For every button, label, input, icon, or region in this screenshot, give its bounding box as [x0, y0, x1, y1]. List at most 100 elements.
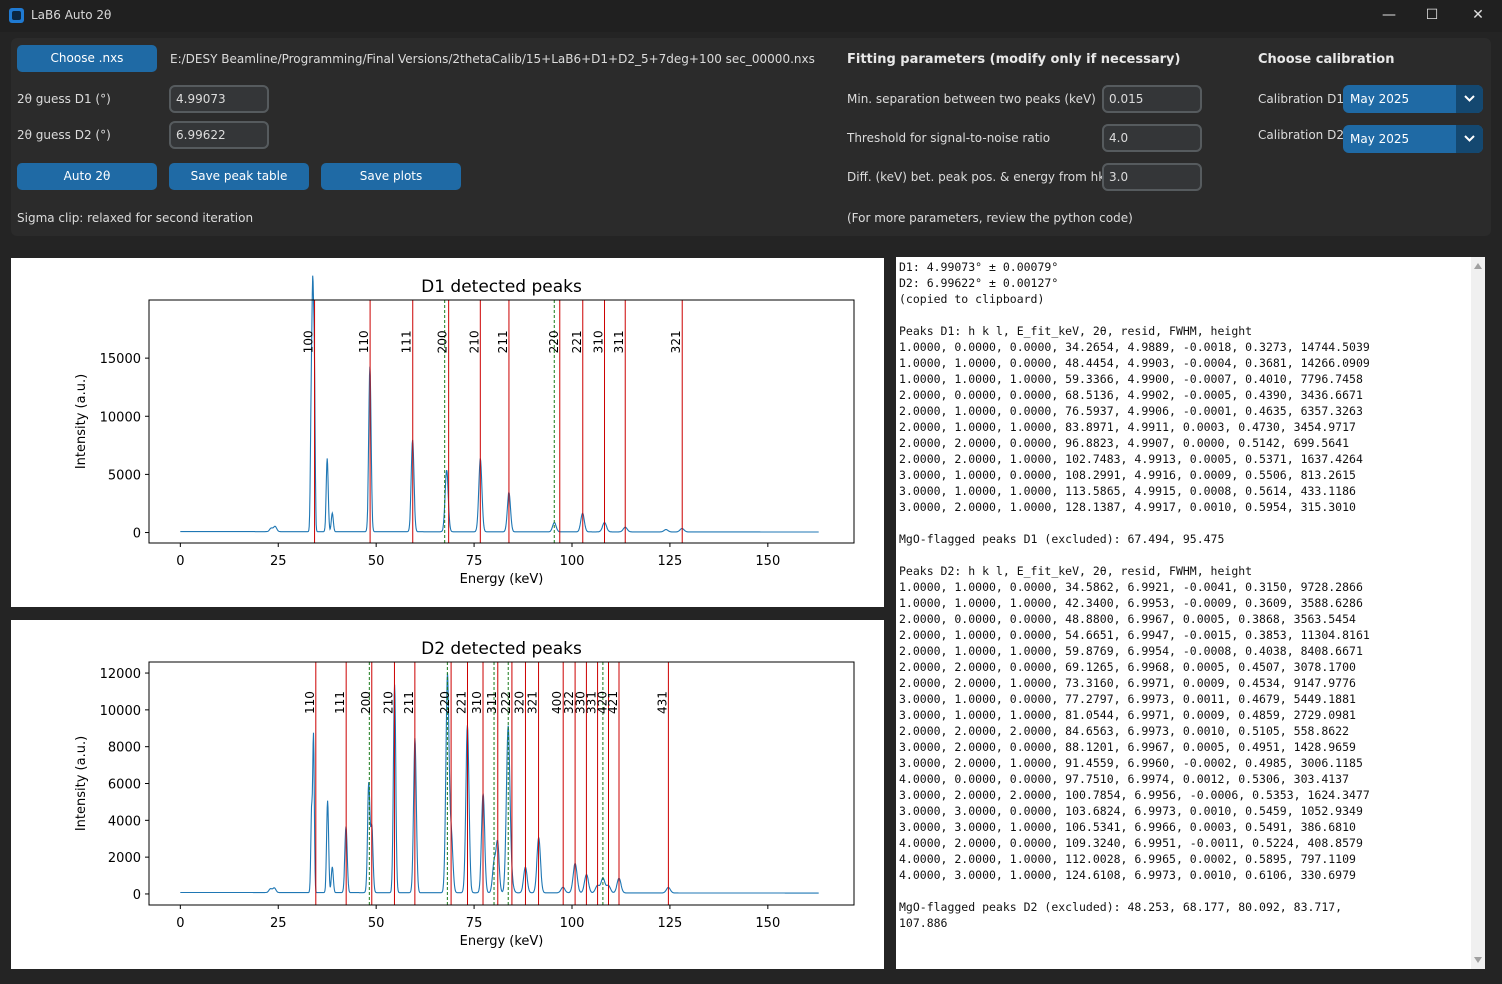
- calibration-d2-label: Calibration D2: [1258, 128, 1344, 142]
- output-line: 3.0000, 3.0000, 0.0000, 103.6824, 6.9973…: [899, 804, 1363, 818]
- output-line: 3.0000, 2.0000, 1.0000, 91.4559, 6.9960,…: [899, 756, 1363, 770]
- spectrum-line: [180, 275, 819, 533]
- scrollbar[interactable]: [1471, 257, 1485, 969]
- peak-label: 211: [496, 330, 510, 353]
- spectrum-line: [180, 673, 819, 894]
- output-line: 2.0000, 1.0000, 0.0000, 54.6651, 6.9947,…: [899, 628, 1370, 642]
- x-tick-label: 125: [658, 554, 683, 569]
- peak-label: 220: [547, 330, 561, 353]
- peak-label: 211: [402, 691, 416, 714]
- output-line: 2.0000, 2.0000, 1.0000, 102.7483, 4.9913…: [899, 452, 1363, 466]
- output-line: MgO-flagged peaks D1 (excluded): 67.494,…: [899, 532, 1225, 546]
- scroll-down-icon[interactable]: [1474, 957, 1482, 963]
- output-line: 3.0000, 3.0000, 1.0000, 106.5341, 6.9966…: [899, 820, 1356, 834]
- peak-label: 100: [302, 330, 316, 353]
- save-peak-table-button[interactable]: Save peak table: [169, 163, 309, 190]
- x-tick-label: 150: [755, 916, 780, 931]
- peak-label: 421: [606, 691, 620, 714]
- app-icon: [9, 8, 24, 23]
- calibration-d1-value: May 2025: [1350, 92, 1410, 106]
- scroll-up-icon[interactable]: [1474, 263, 1482, 269]
- x-tick-label: 75: [466, 554, 483, 569]
- peak-label: 110: [303, 691, 317, 714]
- output-line: Peaks D1: h k l, E_fit_keV, 2θ, resid, F…: [899, 324, 1253, 338]
- calibration-header: Choose calibration: [1258, 52, 1395, 67]
- y-axis-label: Intensity (a.u.): [74, 374, 89, 469]
- output-text[interactable]: D1: 4.99073° ± 0.00079° D2: 6.99622° ± 0.…: [899, 259, 1469, 931]
- energy-diff-input[interactable]: 3.0: [1102, 163, 1202, 191]
- output-line: 1.0000, 1.0000, 0.0000, 48.4454, 4.9903,…: [899, 356, 1370, 370]
- control-panel: Choose .nxs E:/DESY Beamline/Programming…: [11, 38, 1491, 236]
- chevron-down-icon[interactable]: [1456, 125, 1483, 153]
- auto-2theta-button[interactable]: Auto 2θ: [17, 163, 157, 190]
- y-tick-label: 12000: [100, 667, 141, 682]
- guess-d2-input[interactable]: 6.99622: [169, 121, 269, 149]
- x-tick-label: 0: [176, 916, 184, 931]
- minimize-button[interactable]: —: [1382, 7, 1396, 23]
- y-tick-label: 6000: [108, 778, 141, 793]
- peak-label: 320: [512, 691, 526, 714]
- close-button[interactable]: ✕: [1472, 7, 1484, 23]
- peak-label: 111: [333, 691, 347, 714]
- y-tick-label: 2000: [108, 851, 141, 866]
- peak-label: 210: [467, 330, 481, 353]
- min-separation-input[interactable]: 0.015: [1102, 85, 1202, 113]
- output-line: D2: 6.99622° ± 0.00127°: [899, 276, 1059, 290]
- maximize-button[interactable]: ☐: [1425, 7, 1439, 23]
- y-tick-label: 0: [133, 888, 141, 903]
- more-parameters-note: (For more parameters, review the python …: [847, 211, 1133, 225]
- calibration-d2-dropdown[interactable]: May 2025: [1343, 125, 1483, 153]
- title-bar: LaB6 Auto 2θ — ☐ ✕: [0, 0, 1502, 32]
- chevron-down-icon[interactable]: [1456, 85, 1483, 113]
- min-separation-label: Min. separation between two peaks (keV): [847, 92, 1096, 106]
- output-line: 2.0000, 0.0000, 0.0000, 68.5136, 4.9902,…: [899, 388, 1363, 402]
- snr-threshold-input[interactable]: 4.0: [1102, 124, 1202, 152]
- guess-d1-label: 2θ guess D1 (°): [17, 92, 111, 106]
- save-plots-button[interactable]: Save plots: [321, 163, 461, 190]
- chart-title: D1 detected peaks: [421, 277, 582, 297]
- output-line: 3.0000, 2.0000, 1.0000, 128.1387, 4.9917…: [899, 500, 1356, 514]
- peak-label: 221: [570, 330, 584, 353]
- output-line: 2.0000, 2.0000, 1.0000, 73.3160, 6.9971,…: [899, 676, 1356, 690]
- output-line: 3.0000, 1.0000, 0.0000, 108.2991, 4.9916…: [899, 468, 1356, 482]
- x-tick-label: 25: [270, 554, 287, 569]
- guess-d1-input[interactable]: 4.99073: [169, 85, 269, 113]
- output-line: [899, 883, 1469, 899]
- choose-nxs-button[interactable]: Choose .nxs: [17, 45, 157, 72]
- output-line: 4.0000, 2.0000, 0.0000, 109.3240, 6.9951…: [899, 836, 1363, 850]
- output-line: 2.0000, 1.0000, 0.0000, 76.5937, 4.9906,…: [899, 404, 1363, 418]
- fitting-header: Fitting parameters (modify only if neces…: [847, 52, 1181, 67]
- output-line: Peaks D2: h k l, E_fit_keV, 2θ, resid, F…: [899, 564, 1253, 578]
- axes-frame: [148, 299, 855, 544]
- x-axis-label: Energy (keV): [460, 934, 544, 949]
- output-textbox[interactable]: D1: 4.99073° ± 0.00079° D2: 6.99622° ± 0.…: [896, 257, 1485, 969]
- peak-label: 220: [438, 691, 452, 714]
- output-line: 1.0000, 1.0000, 1.0000, 42.3400, 6.9953,…: [899, 596, 1363, 610]
- y-tick-label: 4000: [108, 814, 141, 829]
- file-path-label: E:/DESY Beamline/Programming/Final Versi…: [170, 52, 815, 66]
- output-line: 2.0000, 0.0000, 0.0000, 48.8800, 6.9967,…: [899, 612, 1356, 626]
- calibration-d1-label: Calibration D1: [1258, 92, 1344, 106]
- y-tick-label: 5000: [108, 468, 141, 483]
- x-tick-label: 75: [466, 916, 483, 931]
- output-line: 1.0000, 1.0000, 0.0000, 34.5862, 6.9921,…: [899, 580, 1363, 594]
- peak-label: 311: [612, 330, 626, 353]
- peak-label: 321: [669, 330, 683, 353]
- output-line: 2.0000, 2.0000, 0.0000, 69.1265, 6.9968,…: [899, 660, 1356, 674]
- calibration-d1-dropdown[interactable]: May 2025: [1343, 85, 1483, 113]
- x-tick-label: 125: [658, 916, 683, 931]
- y-tick-label: 10000: [100, 704, 141, 719]
- peak-label: 420: [596, 691, 610, 714]
- x-axis-label: Energy (keV): [460, 572, 544, 587]
- output-line: [899, 515, 1469, 531]
- d1-plot-panel: D1 detected peaks 100 110 111 200 210 211 220 22…: [11, 258, 884, 607]
- peak-label: 322: [562, 691, 576, 714]
- x-tick-label: 0: [176, 554, 184, 569]
- output-line: MgO-flagged peaks D2 (excluded): 48.253,…: [899, 900, 1343, 914]
- output-line: 4.0000, 2.0000, 1.0000, 112.0028, 6.9965…: [899, 852, 1356, 866]
- x-tick-label: 100: [560, 916, 585, 931]
- output-line: 2.0000, 2.0000, 0.0000, 96.8823, 4.9907,…: [899, 436, 1350, 450]
- peak-label: 331: [585, 691, 599, 714]
- output-line: 1.0000, 1.0000, 1.0000, 59.3366, 4.9900,…: [899, 372, 1363, 386]
